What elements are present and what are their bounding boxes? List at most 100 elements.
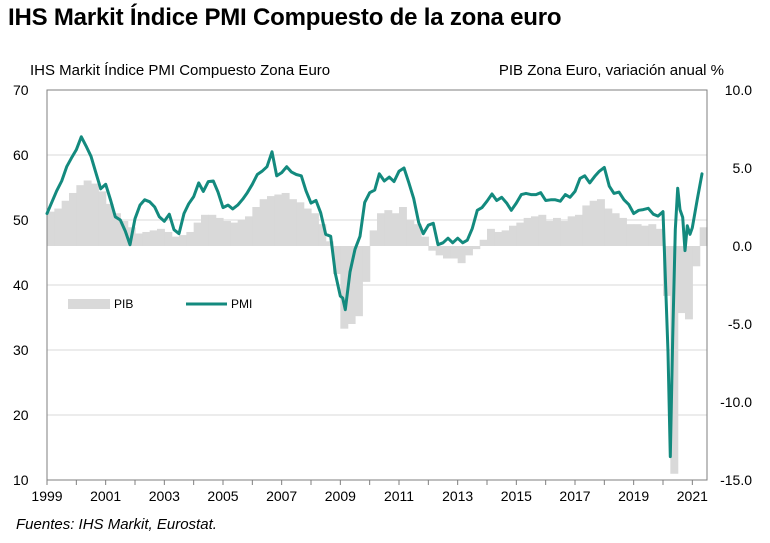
- x-tick-label: 2019: [618, 488, 649, 504]
- gdp-bar: [479, 239, 488, 246]
- gdp-bar: [670, 246, 679, 474]
- gdp-bar: [487, 228, 495, 246]
- gdp-bar: [61, 200, 70, 246]
- gdp-bar: [259, 199, 268, 246]
- gdp-bar: [237, 219, 246, 246]
- left-tick-label: 70: [13, 82, 29, 98]
- gdp-bar: [428, 246, 437, 251]
- gdp-bar: [399, 207, 407, 246]
- gdp-bar: [171, 236, 180, 246]
- gdp-bar: [575, 214, 583, 246]
- gdp-bar: [120, 221, 129, 246]
- gdp-bar: [619, 217, 627, 246]
- x-tick-label: 2001: [90, 488, 121, 504]
- gdp-bar: [333, 246, 341, 275]
- gdp-bar: [648, 224, 657, 246]
- gdp-bar: [501, 230, 510, 246]
- gdp-bar: [54, 208, 63, 246]
- gdp-bar: [98, 191, 107, 246]
- gdp-bar: [208, 214, 217, 246]
- left-tick-label: 50: [13, 212, 29, 228]
- gdp-bar: [538, 214, 547, 246]
- x-tick-label: 1999: [31, 488, 62, 504]
- right-tick-label: 10.0: [725, 82, 752, 98]
- x-axis-ticks: 1999 2001 2003 2005 2007 2009 2011 2013 2015 2017…: [31, 480, 708, 504]
- gdp-bar: [289, 199, 297, 246]
- gdp-bar: [421, 236, 429, 246]
- gdp-bar: [113, 213, 121, 246]
- gdp-bar: [91, 183, 99, 246]
- x-tick-label: 2017: [559, 488, 590, 504]
- source-note: Fuentes: IHS Markit, Eurostat.: [16, 516, 217, 533]
- gridlines: [47, 89, 707, 481]
- gdp-bar: [384, 210, 393, 246]
- right-axis-ticks: 10.0 5.0 0.0 -5.0 -10.0 -15.0: [720, 82, 752, 488]
- x-tick-label: 2007: [266, 488, 297, 504]
- gdp-bar: [699, 227, 708, 246]
- gdp-bar: [230, 222, 239, 246]
- gdp-bar: [83, 180, 92, 246]
- gdp-bars: [47, 180, 708, 474]
- x-tick-label: 2003: [149, 488, 180, 504]
- gdp-bar: [201, 214, 209, 246]
- right-tick-label: -10.0: [720, 394, 752, 410]
- gdp-bar: [494, 231, 503, 246]
- gdp-bar: [347, 246, 356, 324]
- gdp-bar: [582, 205, 591, 246]
- gdp-bar: [655, 228, 664, 246]
- gdp-bar: [626, 224, 635, 246]
- gdp-bar: [340, 246, 349, 329]
- gdp-bar: [443, 246, 451, 259]
- legend-label-pmi: PMI: [231, 297, 252, 311]
- page-title: IHS Markit Índice PMI Compuesto de la zo…: [8, 4, 562, 31]
- left-tick-label: 40: [13, 277, 29, 293]
- gdp-bar: [179, 235, 187, 246]
- left-tick-label: 20: [13, 407, 29, 423]
- gdp-bar: [377, 213, 385, 246]
- gdp-bar: [633, 224, 642, 246]
- gdp-bar: [186, 231, 195, 246]
- gdp-bar: [641, 225, 649, 246]
- x-tick-label: 2005: [207, 488, 238, 504]
- gdp-bar: [325, 241, 334, 246]
- gdp-bar: [311, 213, 319, 246]
- gdp-bar: [296, 202, 305, 246]
- gdp-bar: [47, 211, 55, 246]
- x-tick-label: 2011: [384, 488, 414, 504]
- gdp-bar: [303, 208, 312, 246]
- gdp-bar: [472, 246, 481, 250]
- gdp-bar: [509, 225, 517, 246]
- gdp-bar: [685, 246, 693, 320]
- left-axis-title: IHS Markit Índice PMI Compuesto Zona Eur…: [30, 62, 331, 79]
- gdp-bar: [274, 194, 283, 246]
- gdp-bar: [553, 217, 561, 246]
- gdp-bar: [589, 200, 598, 246]
- gdp-bar: [413, 224, 422, 246]
- gdp-bar: [252, 207, 261, 246]
- gdp-bar: [135, 233, 143, 246]
- right-tick-label: -15.0: [720, 472, 752, 488]
- gdp-bar: [245, 216, 253, 246]
- gdp-bar: [545, 221, 554, 246]
- gdp-bar: [663, 246, 671, 296]
- plot-frame: [46, 89, 708, 481]
- gdp-bar: [355, 246, 363, 317]
- gdp-bar: [604, 208, 613, 246]
- gdp-bar: [611, 213, 620, 246]
- gdp-bar: [435, 246, 444, 256]
- right-tick-label: 0.0: [733, 238, 753, 254]
- gdp-bar: [391, 213, 400, 246]
- x-tick-label: 2013: [442, 488, 473, 504]
- gdp-bar: [523, 217, 532, 246]
- gdp-bar: [105, 203, 114, 246]
- gdp-bar: [516, 222, 525, 246]
- x-tick-label: 2009: [325, 488, 356, 504]
- gdp-bar: [677, 246, 686, 314]
- gdp-bar: [362, 246, 371, 282]
- legend-label-pib: PIB: [114, 297, 133, 311]
- right-tick-label: 5.0: [733, 160, 753, 176]
- gdp-bar: [215, 217, 224, 246]
- x-tick-label: 2021: [677, 488, 708, 504]
- gdp-bar: [193, 222, 202, 246]
- gdp-bar: [369, 230, 378, 246]
